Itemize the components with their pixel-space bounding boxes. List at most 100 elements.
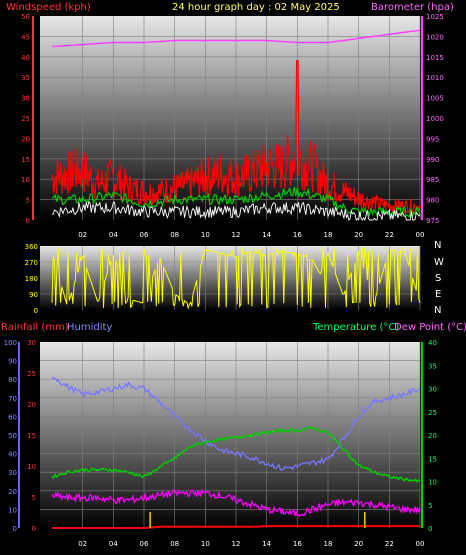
rainfall-line: [52, 525, 420, 529]
temp-xtick-label: 10: [201, 540, 210, 548]
temp-ytick-label: 20: [428, 432, 437, 440]
baro-ytick-label: 1020: [426, 33, 444, 41]
temp-xtick-label: 06: [140, 540, 149, 548]
baro-ytick-label: 1015: [426, 54, 444, 62]
temp-ytick-label: 40: [428, 339, 437, 347]
temp-ytick-label: 10: [428, 479, 437, 487]
baro-ytick-label: 995: [426, 135, 439, 143]
compass-e: E: [435, 289, 441, 300]
baro-ytick-label: 1005: [426, 95, 444, 103]
humidity-ytick-label: 40: [8, 451, 17, 459]
wind-ytick-label: 30: [21, 95, 30, 103]
temp-xtick-label: 14: [262, 540, 271, 548]
rain-ytick-label: 15: [27, 432, 36, 440]
rain-ytick-label: 5: [32, 494, 36, 502]
temp-ytick-label: 15: [428, 455, 437, 463]
compass-n-bottom: N: [434, 305, 441, 316]
rain-ytick-label: 0: [32, 525, 36, 533]
compass-s: S: [435, 273, 441, 284]
temp-ytick-label: 0: [428, 525, 432, 533]
baro-ytick-label: 1000: [426, 115, 444, 123]
temp-xtick-label: 20: [354, 540, 363, 548]
humidity-ytick-label: 80: [8, 376, 17, 384]
dir-ytick-label: 180: [25, 275, 38, 283]
dewpoint-line: [51, 488, 421, 517]
wind-xtick-label: 08: [170, 231, 179, 239]
humidity-line: [51, 376, 421, 471]
wind-gust-line: [51, 60, 421, 215]
humidity-ytick-label: 70: [8, 395, 17, 403]
baro-ytick-label: 980: [426, 197, 439, 205]
wind-ytick-label: 40: [21, 54, 30, 62]
humidity-ytick-label: 10: [8, 506, 17, 514]
humidity-ytick-label: 20: [8, 488, 17, 496]
rain-ytick-label: 25: [27, 370, 36, 378]
wind-xtick-label: 06: [140, 231, 149, 239]
rainfall-label: Rainfall (mm): [1, 322, 69, 333]
temp-xtick-label: 22: [385, 540, 394, 548]
wind-direction-line: [51, 246, 421, 310]
baro-ytick-label: 1025: [426, 13, 444, 21]
wind-xtick-label: 02: [78, 231, 87, 239]
baro-ytick-label: 990: [426, 156, 439, 164]
windspeed-label: Windspeed (kph): [6, 2, 91, 13]
wind-xtick-label: 12: [232, 231, 241, 239]
humidity-ytick-label: 0: [13, 525, 17, 533]
wind-xtick-label: 16: [293, 231, 302, 239]
wind-xtick-label: 18: [324, 231, 333, 239]
baro-ytick-label: 1010: [426, 74, 444, 82]
dir-ytick-label: 0: [34, 307, 38, 315]
baro-ytick-label: 985: [426, 176, 439, 184]
wind-xtick-label: 22: [385, 231, 394, 239]
dir-ytick-label: 270: [25, 259, 38, 267]
wind-xtick-label: 10: [201, 231, 210, 239]
wind-xtick-label: 00: [416, 231, 425, 239]
temp-xtick-label: 12: [232, 540, 241, 548]
dir-ytick-label: 360: [25, 243, 38, 251]
temp-ytick-label: 5: [428, 502, 432, 510]
wind-ytick-label: 50: [21, 13, 30, 21]
temperature-label: Temperature (°C): [312, 322, 399, 333]
barometer-line: [51, 29, 421, 48]
baro-ytick-label: 975: [426, 217, 439, 225]
wind-xtick-label: 20: [354, 231, 363, 239]
temp-ytick-label: 30: [428, 386, 437, 394]
wind-ytick-label: 25: [21, 115, 30, 123]
wind-ytick-label: 10: [21, 176, 30, 184]
temp-xtick-label: 02: [78, 540, 87, 548]
temp-xtick-label: 16: [293, 540, 302, 548]
humidity-ytick-label: 50: [8, 432, 17, 440]
temp-ytick-label: 35: [428, 362, 437, 370]
compass-w: W: [434, 257, 444, 268]
graph-title: 24 hour graph day : 02 May 2025: [172, 2, 340, 13]
humidity-ytick-label: 60: [8, 413, 17, 421]
temp-xtick-label: 04: [109, 540, 118, 548]
wind-ytick-label: 5: [26, 197, 30, 205]
wind-ytick-label: 15: [21, 156, 30, 164]
humidity-ytick-label: 90: [8, 358, 17, 366]
wind-low-line: [51, 201, 421, 222]
wind-ytick-label: 45: [21, 33, 30, 41]
temp-xtick-label: 08: [170, 540, 179, 548]
humidity-ytick-label: 100: [4, 339, 17, 347]
temperature-line: [51, 426, 421, 483]
dir-ytick-label: 90: [29, 291, 38, 299]
wind-average-line: [51, 186, 421, 220]
barometer-label: Barometer (hpa): [371, 2, 454, 13]
rain-ytick-label: 10: [27, 463, 36, 471]
temp-ytick-label: 25: [428, 409, 437, 417]
humidity-label: Humidity: [67, 322, 112, 333]
wind-ytick-label: 20: [21, 135, 30, 143]
wind-ytick-label: 35: [21, 74, 30, 82]
wind-ytick-label: 0: [26, 217, 30, 225]
wind-xtick-label: 14: [262, 231, 271, 239]
humidity-ytick-label: 30: [8, 469, 17, 477]
temp-xtick-label: 18: [324, 540, 333, 548]
compass-n-top: N: [434, 240, 441, 251]
rain-ytick-label: 30: [27, 339, 36, 347]
temp-xtick-label: 00: [416, 540, 425, 548]
rain-ytick-label: 20: [27, 401, 36, 409]
dewpoint-label: Dew Point (°C): [394, 322, 466, 333]
